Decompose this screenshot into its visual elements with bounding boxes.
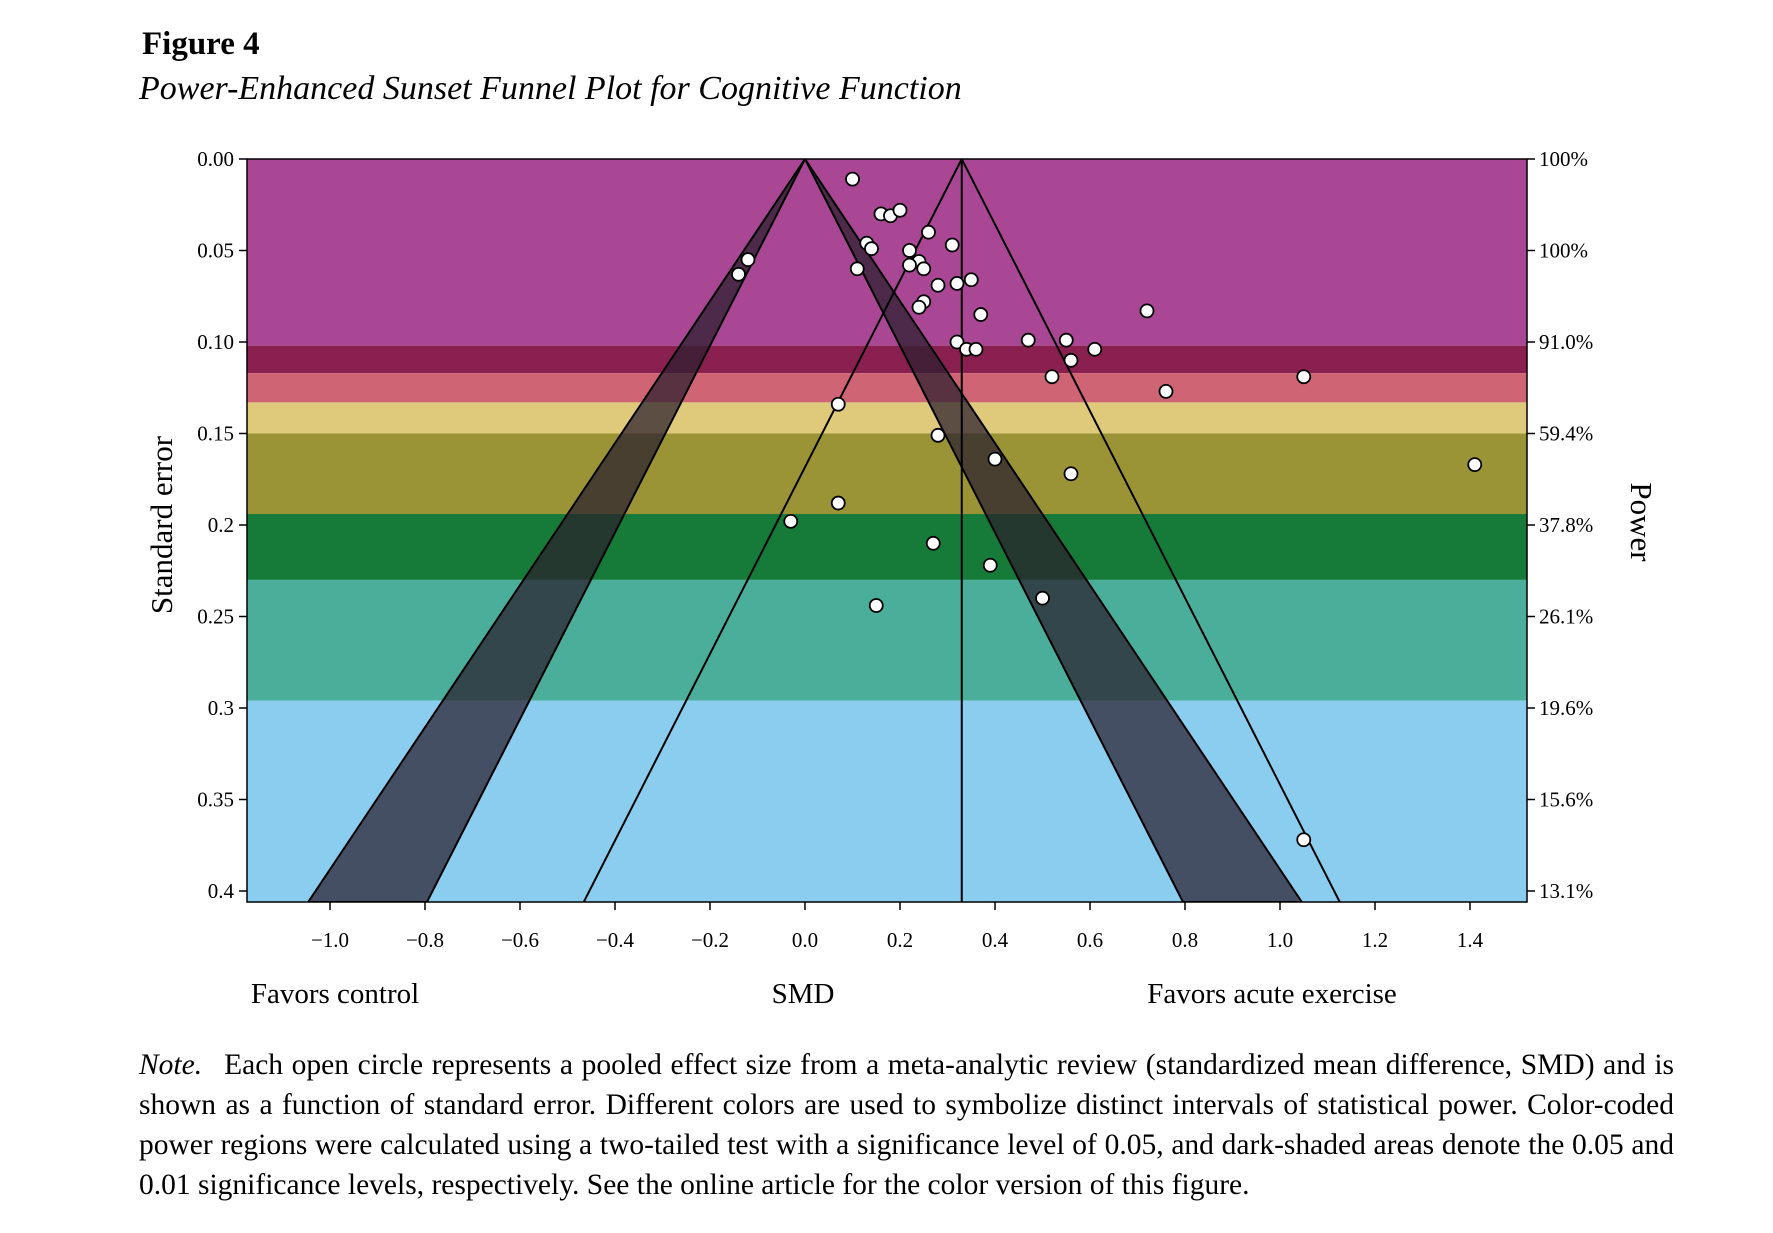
figure-note: Note. Each open circle represents a poole… [139,1045,1674,1205]
data-point-16 [740,252,756,268]
data-point-5 [944,237,960,253]
x-tick-label-7: 0.4 [982,928,1009,952]
note-text: Each open circle represents a pooled eff… [139,1049,1674,1201]
figure-label: Figure 4 [142,26,260,62]
significance-funnels [307,159,1341,902]
y-tick-label-3: 0.15 [197,422,234,446]
x-axis-label: SMD [772,978,835,1010]
x-tick-label-4: −0.2 [691,928,729,952]
x-tick-label-3: −0.4 [596,928,635,952]
x-tick-label-5: 0.0 [792,928,818,952]
data-point-14 [949,276,965,291]
plot-frame [246,158,1528,903]
data-point-28 [1063,352,1079,368]
figure-title: Power-Enhanced Sunset Funnel Plot for Co… [139,70,962,107]
y-tick-label-8: 0.4 [208,879,235,903]
power-tick-label-2: 91.0% [1539,330,1593,354]
data-point-3 [892,202,908,218]
data-point-19 [911,299,927,315]
x-axis: −1.0 −0.8 −0.6 −0.4 −0.2 0.0 0.2 0.4 0.6 0.8 1.0 1.… [311,902,1484,952]
power-band-6 [247,579,1527,701]
power-band-5 [247,514,1527,580]
power-tick-label-7: 15.6% [1539,788,1593,812]
data-point-11 [916,261,932,277]
y-tick-label-7: 0.35 [197,788,234,812]
power-tick-label-4: 37.8% [1539,513,1593,537]
x-tick-label-6: 0.2 [887,928,913,952]
x-tick-label-12: 1.4 [1457,928,1484,952]
x-tick-label-1: −0.8 [406,928,444,952]
pooled-funnel-right-line [960,159,1341,902]
data-point-33 [930,427,946,443]
data-point-15 [963,272,979,288]
power-band-3 [247,402,1527,434]
x-tick-label-8: 0.6 [1077,928,1103,952]
data-point-35 [1063,466,1079,482]
data-point-29 [1044,369,1060,385]
data-point-17 [731,266,746,282]
data-point-4 [921,224,936,240]
right-significance-shade [804,159,1303,902]
power-tick-label-6: 19.6% [1539,696,1593,720]
data-point-34 [987,451,1003,467]
data-point-8 [902,243,917,258]
data-point-21 [1139,303,1155,319]
data-point-22 [949,334,965,350]
power-tick-label-5: 26.1% [1539,605,1593,629]
data-point-30 [1158,384,1174,399]
power-tick-label-3: 59.4% [1539,422,1593,446]
y-axis: 0.00 0.05 0.10 0.15 0.2 0.25 0.3 0.35 0.4 [197,147,247,903]
data-point-24 [968,341,984,357]
x-tick-label-10: 1.0 [1267,928,1293,952]
data-point-38 [783,513,799,529]
data-point-41 [1035,590,1050,606]
data-point-13 [930,277,946,293]
data-point-39 [925,535,941,551]
data-point-32 [830,396,846,412]
data-point-31 [1296,369,1312,385]
x-tick-label-0: −1.0 [311,928,349,952]
data-point-0 [845,171,860,187]
study-points [731,171,1483,848]
data-point-20 [973,307,989,322]
data-point-36 [1467,457,1483,473]
power-tick-label-8: 13.1% [1539,879,1593,903]
x-tick-label-9: 0.8 [1172,928,1198,952]
power-axis-label: Power [1624,482,1659,562]
power-axis: 100% 100% 91.0% 59.4% 37.8% 26.1% 19.6% 15.6% 13… [1527,147,1593,903]
y-tick-label-4: 0.2 [208,513,234,537]
y-tick-label-6: 0.3 [208,696,234,720]
power-bands [247,159,1527,902]
note-label: Note. [139,1049,203,1081]
data-point-40 [982,557,998,573]
power-tick-label-1: 100% [1539,239,1588,263]
data-point-37 [830,495,846,511]
data-point-12 [849,261,865,277]
x-axis-right-label: Favors acute exercise [1147,978,1397,1010]
data-point-42 [868,598,884,613]
power-band-4 [247,433,1527,515]
x-tick-label-11: 1.2 [1362,928,1388,952]
data-point-10 [902,257,917,273]
y-axis-label: Standard error [144,435,179,614]
y-tick-label-5: 0.25 [197,605,234,629]
data-point-26 [1058,332,1074,348]
x-axis-left-label: Favors control [251,978,419,1010]
x-tick-label-2: −0.6 [501,928,539,952]
pooled-funnel-left-line [582,159,963,902]
y-tick-label-0: 0.00 [197,147,234,171]
data-point-43 [1296,832,1312,848]
power-tick-label-0: 100% [1539,147,1588,171]
y-tick-label-2: 0.10 [197,330,234,354]
data-point-27 [1087,341,1103,357]
power-band-2 [247,373,1527,403]
data-point-7 [864,241,879,257]
power-band-1 [247,345,1527,374]
left-significance-shade [307,159,806,902]
data-point-25 [1020,332,1036,348]
y-tick-label-1: 0.05 [197,239,234,263]
